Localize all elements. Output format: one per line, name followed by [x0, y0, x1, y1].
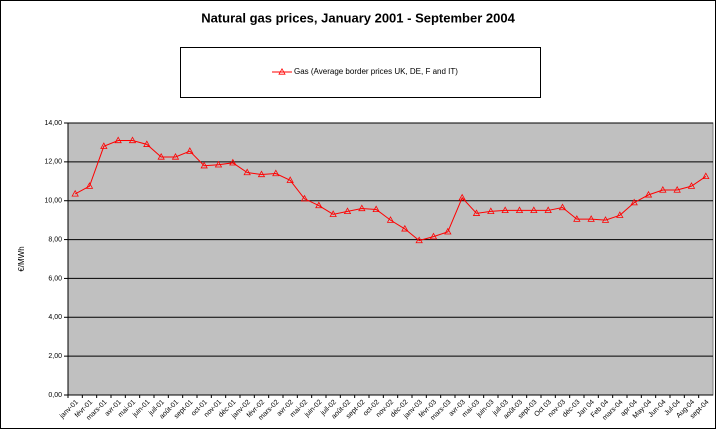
point-marker [71, 189, 79, 197]
point-marker [659, 186, 667, 193]
point-marker [515, 206, 524, 214]
point-marker [85, 182, 94, 189]
y-tick-label: 8,00 [48, 236, 62, 243]
point-marker [644, 190, 653, 198]
point-marker [372, 205, 380, 213]
point-marker [630, 198, 638, 206]
point-marker [143, 140, 151, 147]
legend-box [180, 47, 541, 98]
legend-marker [278, 67, 286, 75]
y-tick-label: 2,00 [48, 353, 62, 360]
point-marker [200, 161, 208, 169]
point-marker [587, 215, 595, 222]
point-marker [458, 193, 466, 201]
point-marker [530, 206, 538, 214]
point-marker [229, 158, 237, 166]
point-marker [171, 152, 180, 160]
point-marker [702, 172, 710, 180]
point-marker [386, 216, 395, 223]
point-marker [673, 186, 681, 193]
y-tick-label: 14,00 [44, 120, 62, 127]
point-marker [272, 169, 280, 177]
series-line [74, 139, 707, 242]
y-tick-label: 6,00 [48, 275, 62, 282]
point-marker [558, 203, 567, 211]
point-marker [487, 207, 495, 214]
y-tick-label: 12,00 [44, 159, 62, 166]
point-marker [358, 204, 366, 212]
point-marker [401, 224, 409, 232]
chart-title: Natural gas prices, January 2001 - Septe… [201, 10, 515, 25]
point-marker [616, 211, 624, 218]
point-marker [573, 215, 581, 222]
point-marker [100, 142, 108, 149]
plot-area [67, 122, 714, 396]
point-marker [544, 206, 552, 214]
point-marker [257, 170, 266, 178]
point-marker [157, 152, 165, 160]
point-marker [243, 168, 251, 176]
point-marker [472, 209, 481, 216]
point-marker [687, 182, 696, 189]
point-marker [114, 136, 122, 144]
point-marker [444, 227, 452, 235]
point-marker [429, 232, 438, 240]
point-marker [214, 160, 223, 168]
point-marker [186, 147, 194, 154]
y-axis-label: €/MWh [17, 246, 26, 271]
point-marker [329, 210, 337, 217]
y-tick-label: 4,00 [48, 314, 62, 321]
legend-label: Gas (Average border prices UK, DE, F and… [294, 67, 458, 76]
point-marker [286, 176, 294, 183]
y-tick-label: 10,00 [44, 198, 62, 205]
point-marker [415, 236, 423, 244]
point-marker [343, 207, 352, 214]
point-marker [315, 201, 323, 209]
point-marker [501, 206, 509, 214]
point-marker [601, 216, 610, 223]
point-marker [128, 136, 137, 144]
point-marker [300, 194, 309, 202]
y-tick-label: 0,00 [48, 392, 62, 399]
